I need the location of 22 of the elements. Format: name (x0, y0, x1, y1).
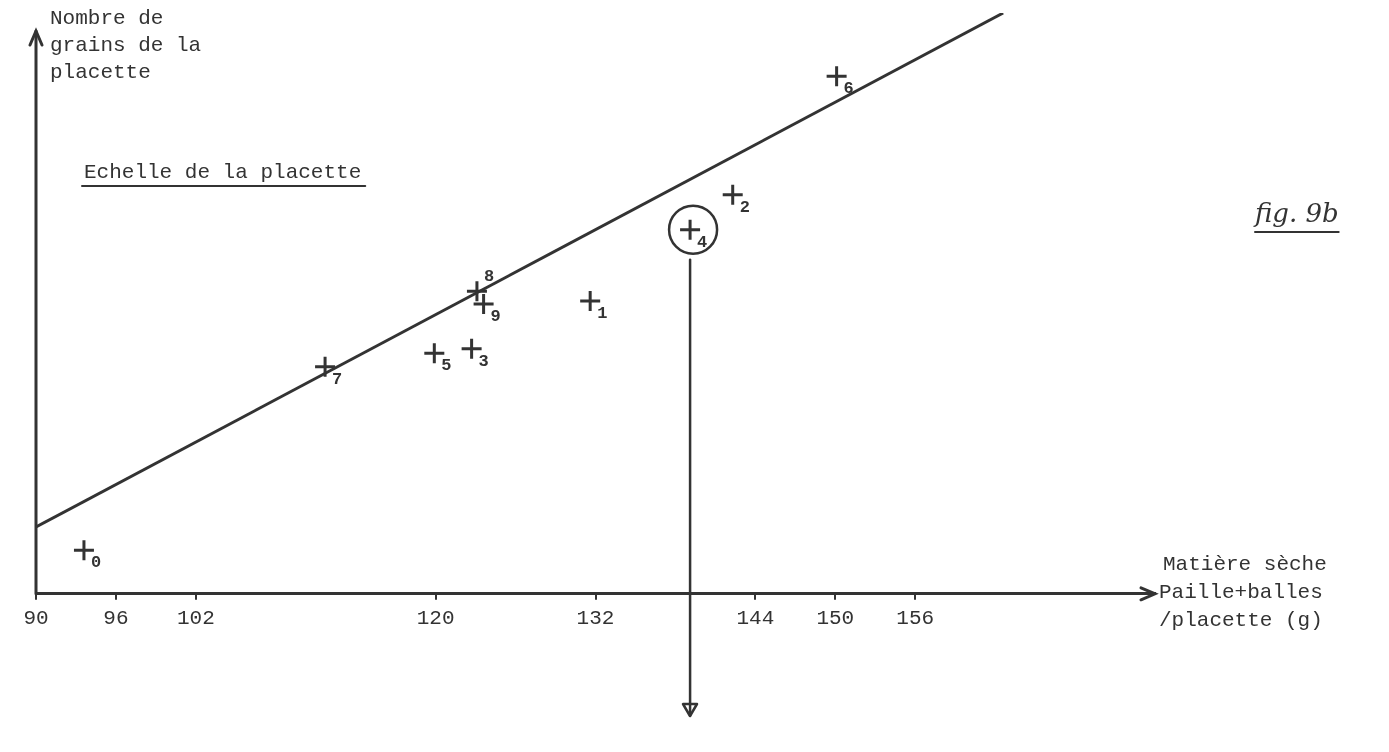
x-tick-label: 96 (103, 606, 129, 630)
x-tick-label: 90 (23, 606, 49, 630)
x-axis-title: Matière sèche Paille+balles /placette (g) (1159, 552, 1327, 632)
annotation: 8 (483, 267, 495, 287)
annotation: 4 (697, 232, 708, 252)
y-axis-title: Nombre de grains de la placette (50, 7, 202, 84)
annotation: 9 (490, 306, 501, 326)
annotation: 1 (597, 304, 608, 324)
text: fig. 9b (1253, 198, 1339, 228)
x-tick-label: 144 (736, 606, 775, 630)
annotation: 3 (478, 351, 489, 371)
x-tick-label: 102 (176, 606, 215, 630)
x-tick-label: 120 (416, 606, 455, 630)
annotation: 5 (441, 356, 452, 376)
annotation: 7 (332, 369, 343, 389)
x-tick-label: 150 (816, 606, 855, 630)
annotation: 2 (739, 197, 750, 217)
x-tick-label: 132 (576, 606, 615, 630)
annotation: 0 (90, 553, 102, 573)
annotation: Echelle de la placette (84, 161, 362, 184)
annotation: 6 (843, 79, 854, 99)
x-tick-label: 156 (896, 606, 935, 630)
